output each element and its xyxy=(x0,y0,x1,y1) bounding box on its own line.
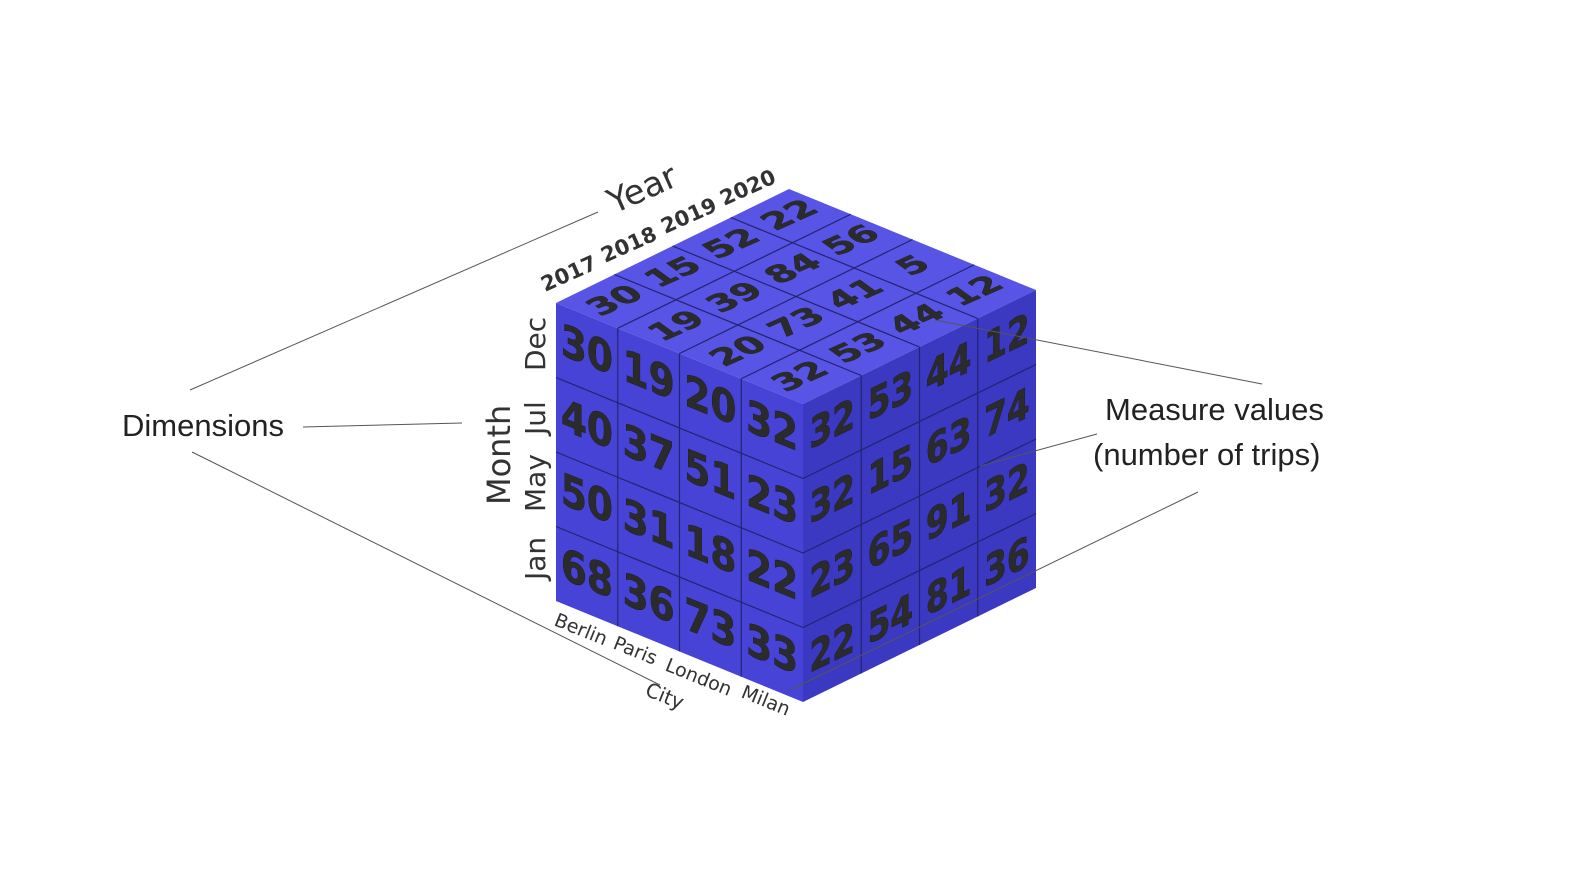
cube-grid-lines xyxy=(555,213,1037,677)
side-value-cell: 53 xyxy=(868,361,914,431)
front-value-cell: 40 xyxy=(561,388,613,460)
front-grid-h xyxy=(555,525,804,629)
leader-line-front-value xyxy=(789,491,1199,691)
side-grid-h xyxy=(802,512,1037,629)
month-label-jul: Jul xyxy=(519,401,552,437)
leader-line-year xyxy=(189,211,599,391)
month-label-may: May xyxy=(519,454,552,512)
leader-line-top-value xyxy=(934,319,1263,385)
leader-line-side-value xyxy=(979,433,1098,467)
leader-line-city xyxy=(191,451,661,686)
dimensions-leader-lines xyxy=(189,211,661,686)
month-dimension-title: Month xyxy=(480,405,518,505)
city-dimension-title: City xyxy=(642,677,687,714)
month-label-dec: Dec xyxy=(519,317,552,371)
month-label-jan: Jan xyxy=(519,537,552,582)
top-grid-b xyxy=(672,245,920,348)
measure-values-callout-line1: Measure values xyxy=(1105,392,1324,427)
top-grid-b xyxy=(730,216,978,320)
front-grid-h xyxy=(555,451,804,554)
top-grid-a xyxy=(740,264,975,380)
measure-leader-lines xyxy=(789,319,1263,691)
side-grid-h xyxy=(802,438,1037,554)
leader-line-month xyxy=(302,422,463,428)
dimensions-callout-label: Dimensions xyxy=(122,408,284,443)
measure-values-callout-line2: (number of trips) xyxy=(1093,437,1320,472)
